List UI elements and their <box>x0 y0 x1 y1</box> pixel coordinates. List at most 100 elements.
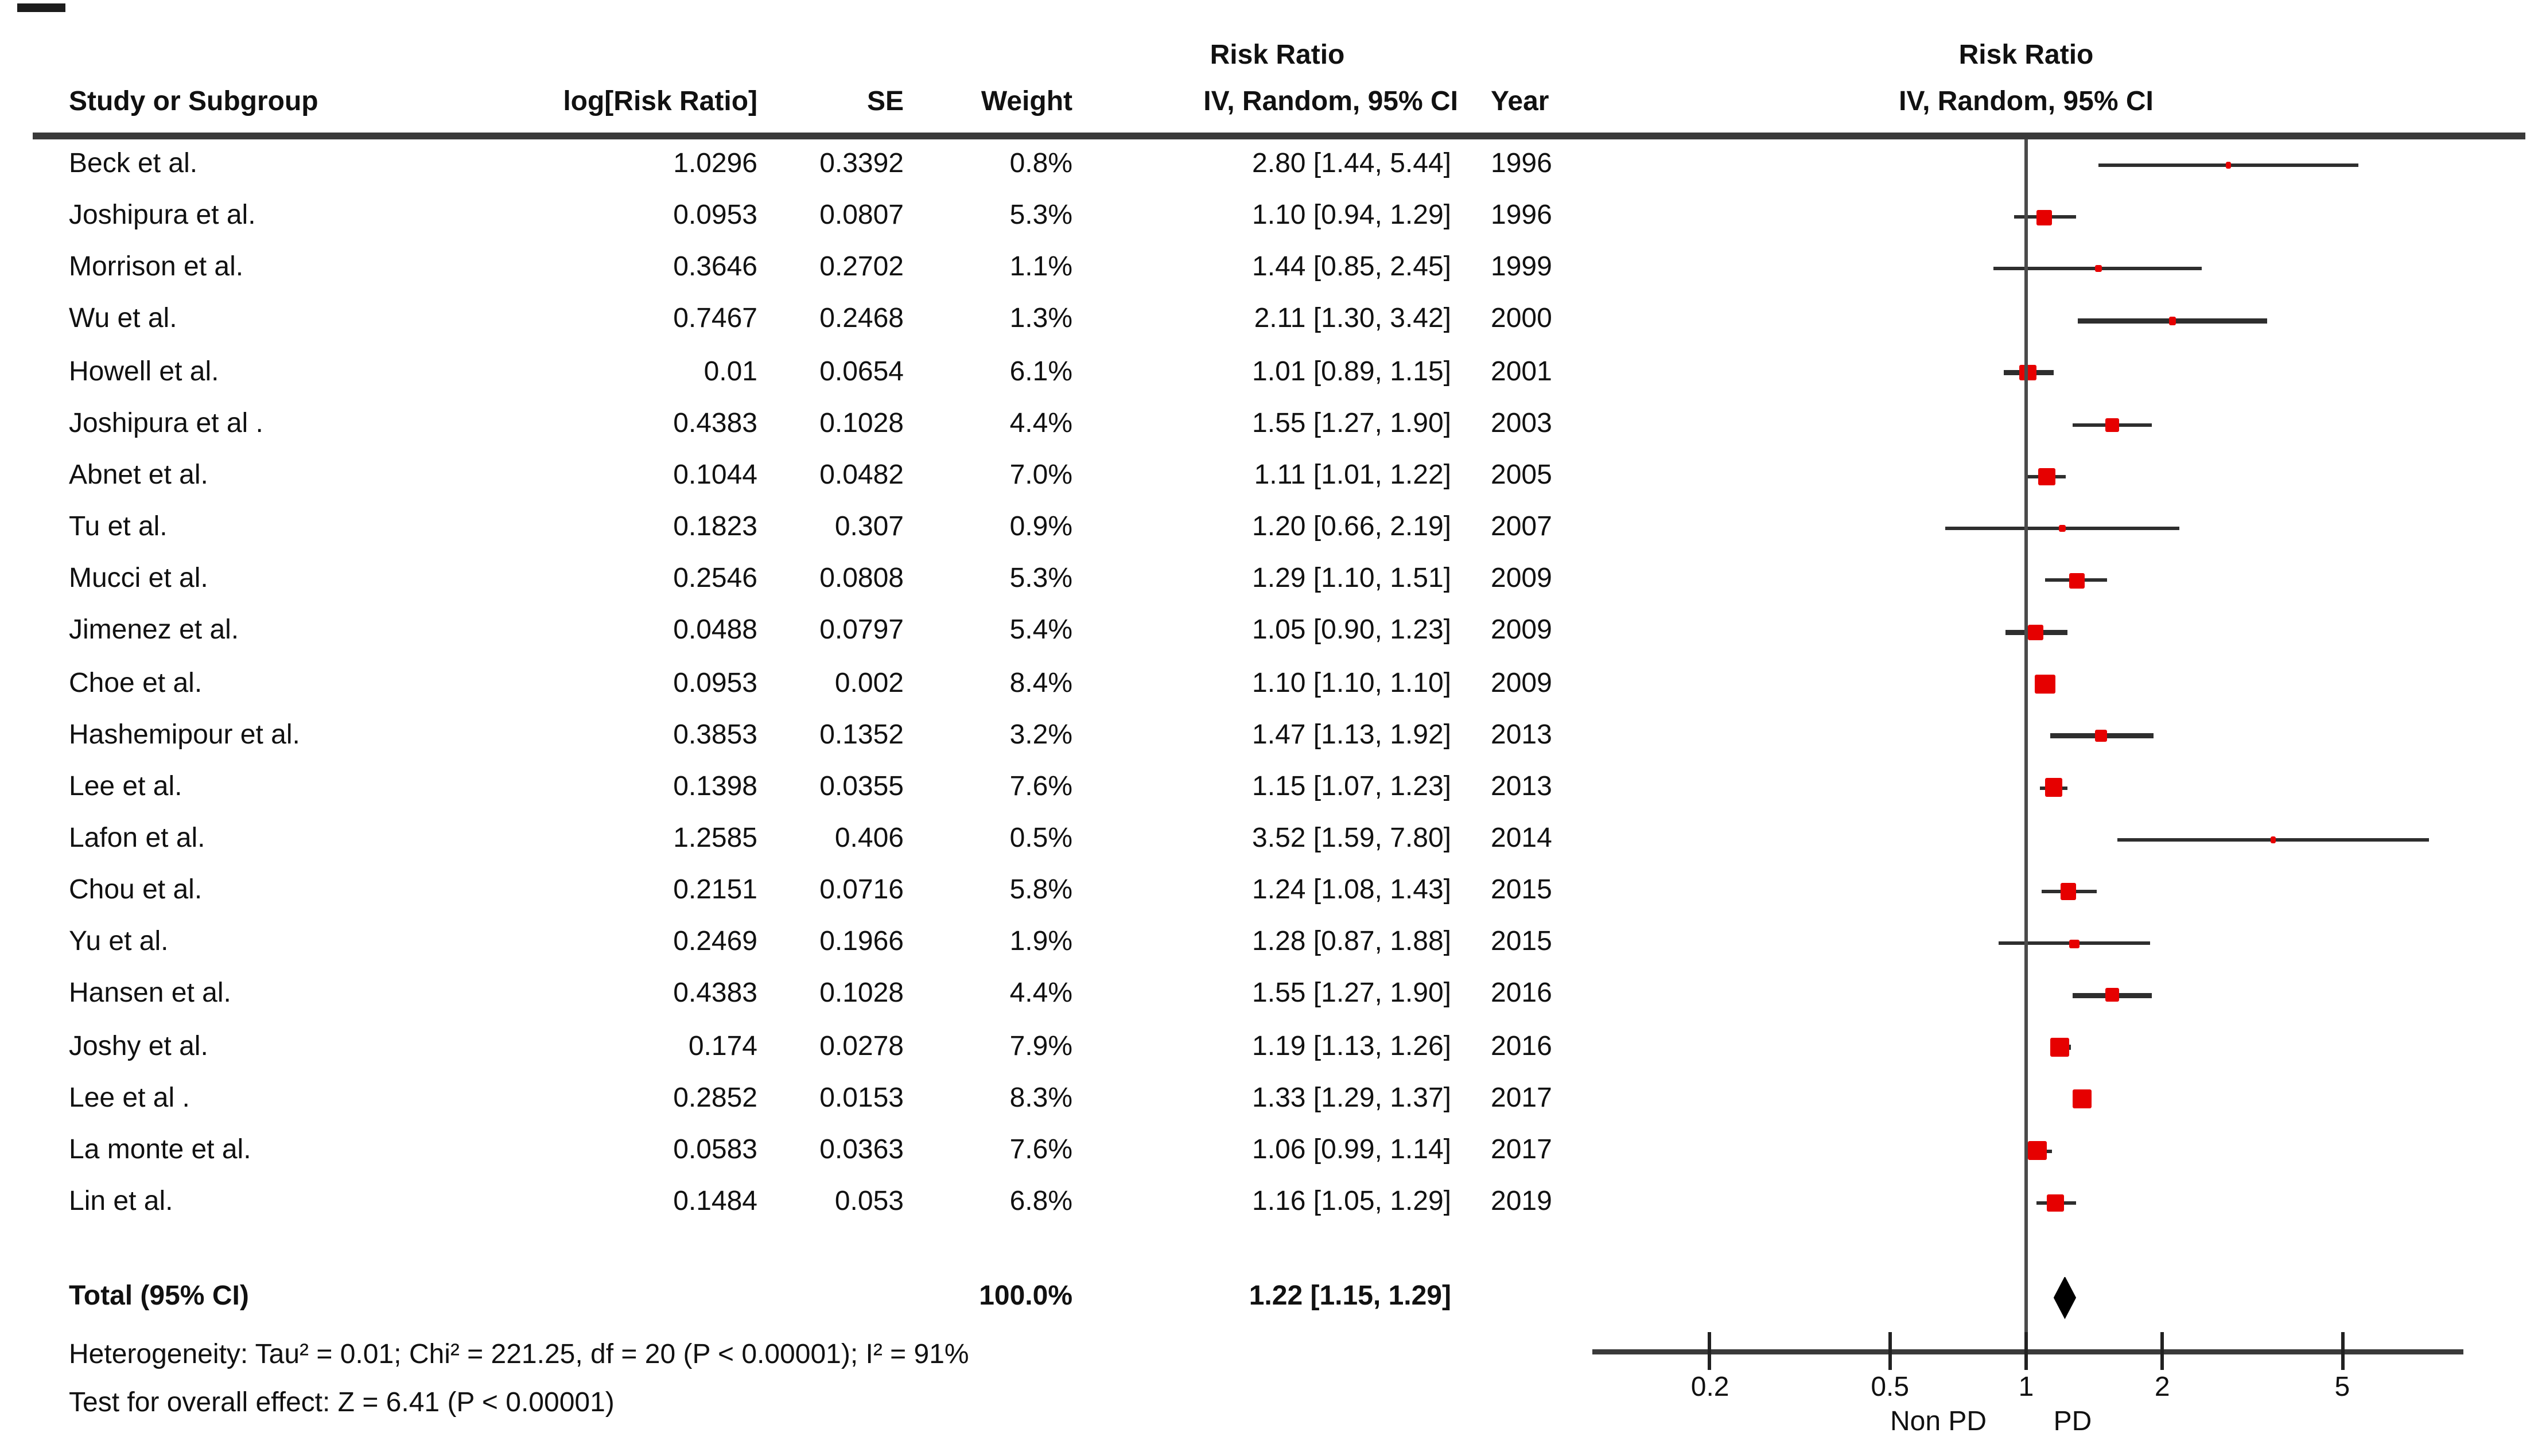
study-year: 2013 <box>1491 772 1552 802</box>
study-name: Joshipura et al . <box>69 409 263 439</box>
study-year: 1996 <box>1491 201 1552 231</box>
study-log-rr: 0.2852 <box>673 1084 757 1114</box>
study-se: 0.406 <box>834 824 904 854</box>
study-weight: 0.9% <box>1009 513 1072 543</box>
col-header-log-risk-ratio: log[Risk Ratio] <box>563 88 757 117</box>
axis-tick <box>2160 1332 2164 1370</box>
study-se: 0.0808 <box>819 565 904 594</box>
study-weight: 5.8% <box>1009 876 1072 906</box>
point-estimate-marker <box>2068 573 2084 589</box>
study-se: 0.1966 <box>819 928 904 957</box>
study-name: Lin et al. <box>69 1188 173 1217</box>
study-se: 0.1352 <box>819 720 904 750</box>
study-weight: 7.6% <box>1009 772 1072 802</box>
point-estimate-marker <box>2019 364 2036 381</box>
study-weight: 6.8% <box>1009 1188 1072 1217</box>
axis-tick <box>2024 1332 2028 1370</box>
study-log-rr: 0.4383 <box>673 409 757 439</box>
study-se: 0.002 <box>834 668 904 698</box>
total-label: Total (95% CI) <box>69 1282 249 1311</box>
plot-model-header: IV, Random, 95% CI <box>1899 88 2154 117</box>
col-header-se: SE <box>866 88 904 117</box>
study-name: Lafon et al. <box>69 824 205 854</box>
study-ci-text: 1.55 [1.27, 1.90] <box>1252 409 1451 439</box>
study-name: Hansen et al. <box>69 980 231 1010</box>
point-estimate-marker <box>2044 778 2063 797</box>
point-estimate-marker <box>2094 265 2101 272</box>
study-year: 2016 <box>1491 1031 1552 1061</box>
study-weight: 7.9% <box>1009 1031 1072 1061</box>
study-ci-text: 1.11 [1.01, 1.22] <box>1254 461 1451 490</box>
total-ci: 1.22 [1.15, 1.29] <box>1249 1282 1451 1311</box>
study-log-rr: 0.1823 <box>673 513 757 543</box>
study-ci-text: 1.19 [1.13, 1.26] <box>1252 1031 1451 1061</box>
study-se: 0.1028 <box>819 409 904 439</box>
study-year: 1999 <box>1491 253 1552 283</box>
study-weight: 4.4% <box>1009 409 1072 439</box>
study-ci-text: 1.10 [1.10, 1.10] <box>1252 668 1451 698</box>
study-year: 2019 <box>1491 1188 1552 1217</box>
study-se: 0.307 <box>834 513 904 543</box>
study-ci-text: 2.11 [1.30, 3.42] <box>1254 305 1451 335</box>
study-se: 0.0153 <box>819 1084 904 1114</box>
study-weight: 4.4% <box>1009 980 1072 1010</box>
study-name: Joshipura et al. <box>69 201 256 231</box>
study-name: Morrison et al. <box>69 253 244 283</box>
axis-tick-label: 0.2 <box>1690 1373 1729 1403</box>
pooled-effect-diamond <box>2053 1276 2077 1319</box>
study-year: 2005 <box>1491 461 1552 490</box>
study-ci-text: 1.15 [1.07, 1.23] <box>1252 772 1451 802</box>
study-log-rr: 0.3853 <box>673 720 757 750</box>
study-se: 0.0797 <box>819 617 904 647</box>
study-se: 0.0654 <box>819 357 904 387</box>
study-ci-text: 3.52 [1.59, 7.80] <box>1252 824 1451 854</box>
study-se: 0.0355 <box>819 772 904 802</box>
study-weight: 5.4% <box>1009 617 1072 647</box>
study-se: 0.2702 <box>819 253 904 283</box>
study-year: 2017 <box>1491 1084 1552 1114</box>
study-weight: 1.1% <box>1009 253 1072 283</box>
overall-effect-text: Test for overall effect: Z = 6.41 (P < 0… <box>69 1389 615 1418</box>
study-name: La monte et al. <box>69 1135 251 1165</box>
study-year: 2016 <box>1491 980 1552 1010</box>
study-year: 2001 <box>1491 357 1552 387</box>
study-name: Lee et al. <box>69 772 182 802</box>
study-ci-text: 1.44 [0.85, 2.45] <box>1252 253 1451 283</box>
point-estimate-marker <box>2070 939 2080 948</box>
study-log-rr: 0.2151 <box>673 876 757 906</box>
study-name: Wu et al. <box>69 305 177 335</box>
study-name: Tu et al. <box>69 513 168 543</box>
point-estimate-marker <box>2168 317 2177 325</box>
study-log-rr: 0.0953 <box>673 668 757 698</box>
total-weight: 100.0% <box>979 1282 1072 1311</box>
study-se: 0.0278 <box>819 1031 904 1061</box>
axis-tick-label: 1 <box>2018 1373 2034 1403</box>
point-estimate-marker <box>2028 624 2044 640</box>
study-year: 2015 <box>1491 876 1552 906</box>
point-estimate-marker <box>2038 468 2056 486</box>
study-weight: 7.0% <box>1009 461 1072 490</box>
axis-tick <box>1708 1332 1712 1370</box>
study-year: 2007 <box>1491 513 1552 543</box>
study-ci-text: 1.55 [1.27, 1.90] <box>1252 980 1451 1010</box>
study-se: 0.0363 <box>819 1135 904 1165</box>
study-log-rr: 0.7467 <box>673 305 757 335</box>
study-weight: 6.1% <box>1009 357 1072 387</box>
null-effect-line <box>2024 139 2028 1351</box>
study-weight: 5.3% <box>1009 565 1072 594</box>
header-rule <box>33 133 2525 139</box>
point-estimate-marker <box>2051 1038 2070 1057</box>
point-estimate-marker <box>2060 883 2077 900</box>
axis-tick-label: 0.5 <box>1871 1373 1910 1403</box>
favours-left-label: Non PD <box>1890 1408 1987 1437</box>
point-estimate-marker <box>2270 837 2276 843</box>
study-weight: 8.3% <box>1009 1084 1072 1114</box>
study-year: 2000 <box>1491 305 1552 335</box>
study-ci-text: 1.10 [0.94, 1.29] <box>1252 201 1451 231</box>
study-weight: 1.3% <box>1009 305 1072 335</box>
col-header-study: Study or Subgroup <box>69 88 318 117</box>
point-estimate-marker <box>2037 209 2053 225</box>
study-name: Lee et al . <box>69 1084 190 1114</box>
heterogeneity-text: Heterogeneity: Tau² = 0.01; Chi² = 221.2… <box>69 1341 969 1370</box>
